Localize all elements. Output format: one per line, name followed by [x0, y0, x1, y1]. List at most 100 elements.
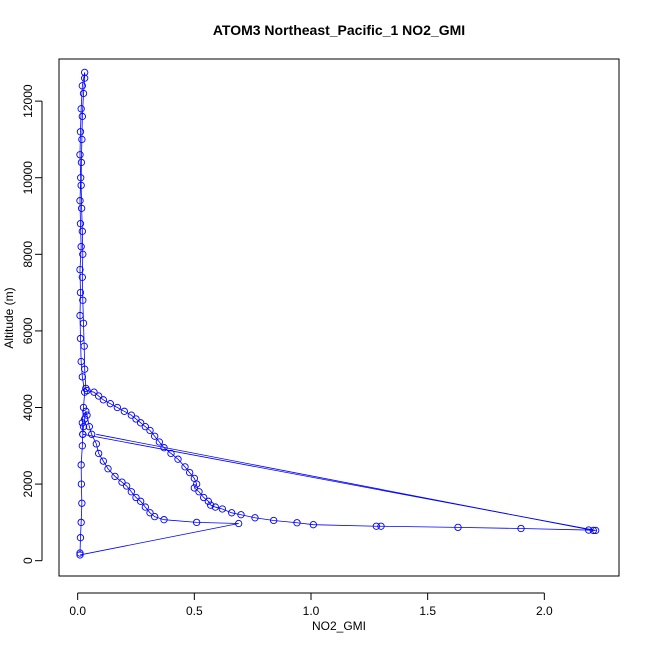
data-point	[77, 480, 86, 488]
data-point	[186, 468, 194, 477]
data-point	[81, 68, 89, 77]
data-point	[193, 480, 201, 488]
data-point	[79, 319, 88, 327]
data-point	[174, 455, 182, 463]
data-point	[76, 197, 84, 205]
data-point	[137, 419, 145, 427]
data-point	[151, 512, 159, 521]
data-point	[78, 135, 86, 144]
x-tick-label: 0.0	[69, 604, 86, 618]
data-point	[95, 392, 103, 400]
data-point	[141, 503, 149, 511]
data-point	[85, 422, 93, 431]
data-point	[592, 526, 600, 535]
data-point	[111, 472, 119, 481]
data-point	[237, 511, 245, 519]
data-point	[120, 407, 128, 415]
data-point	[81, 388, 89, 396]
y-tick-label: 2000	[21, 470, 35, 497]
data-point	[104, 465, 112, 473]
data-point	[76, 265, 84, 274]
data-point	[181, 463, 189, 471]
data-point	[193, 518, 201, 527]
data-point	[95, 449, 103, 458]
data-point	[160, 516, 168, 524]
data-point	[132, 493, 140, 502]
data-point	[81, 74, 89, 82]
data-point	[79, 250, 87, 258]
y-axis-label: Altitude (m)	[2, 287, 16, 348]
x-tick-label: 2.0	[536, 604, 553, 618]
data-point	[77, 181, 85, 190]
y-tick-label: 8000	[21, 241, 35, 268]
data-point	[90, 388, 98, 396]
data-point	[77, 158, 86, 167]
y-tick-label: 10000	[21, 161, 35, 195]
data-point	[372, 522, 380, 530]
data-point	[270, 516, 278, 525]
data-point	[589, 526, 597, 535]
data-point	[151, 432, 159, 440]
data-point	[82, 407, 90, 415]
data-point	[79, 89, 88, 98]
x-axis-label: NO2_GMI	[312, 619, 366, 633]
data-point	[293, 519, 301, 527]
data-point	[99, 457, 107, 465]
data-point	[81, 365, 89, 373]
data-point	[106, 400, 114, 408]
data-point	[76, 311, 84, 320]
data-point	[92, 440, 100, 448]
plot-frame	[58, 58, 620, 577]
data-point	[79, 422, 88, 431]
data-point	[78, 227, 86, 235]
data-point	[190, 484, 198, 492]
data-point	[155, 438, 163, 446]
data-point	[123, 482, 131, 490]
data-point	[377, 522, 385, 530]
data-point	[78, 273, 86, 281]
data-point	[76, 334, 85, 343]
data-point	[195, 488, 203, 496]
data-series	[76, 68, 600, 559]
connector-line	[96, 433, 592, 531]
data-point	[78, 112, 86, 121]
x-tick-label: 0.5	[186, 604, 203, 618]
data-point	[309, 521, 317, 529]
data-point	[78, 499, 86, 507]
y-tick-label: 12000	[21, 84, 35, 118]
data-point	[76, 128, 85, 136]
data-point	[235, 519, 243, 528]
y-tick-label: 4000	[21, 394, 35, 421]
data-point	[118, 478, 126, 486]
data-point	[99, 396, 107, 404]
data-point	[167, 449, 175, 458]
data-point	[80, 342, 88, 350]
data-point	[83, 386, 91, 395]
data-point	[79, 403, 88, 412]
data-point	[585, 526, 593, 534]
data-point	[77, 357, 85, 366]
data-point	[204, 497, 212, 505]
data-point	[76, 534, 85, 542]
data-point	[78, 82, 86, 90]
data-point	[76, 288, 85, 297]
data-point	[78, 373, 86, 381]
data-point	[146, 426, 154, 435]
data-point	[141, 422, 149, 431]
data-point	[218, 505, 226, 513]
y-tick-label: 6000	[21, 317, 35, 344]
data-point	[83, 411, 91, 419]
x-tick-label: 1.0	[303, 604, 320, 618]
data-point	[76, 549, 84, 557]
data-point	[200, 493, 208, 502]
data-point	[77, 243, 85, 251]
y-axis-ticks: 0 2000 4000 6000 8000 10000 12000	[21, 84, 42, 564]
data-point	[517, 524, 525, 533]
data-point	[77, 105, 85, 113]
data-point	[78, 442, 86, 450]
y-tick-label: 0	[21, 557, 35, 564]
series-line	[79, 72, 596, 556]
data-point	[76, 551, 84, 559]
data-point	[251, 514, 259, 522]
